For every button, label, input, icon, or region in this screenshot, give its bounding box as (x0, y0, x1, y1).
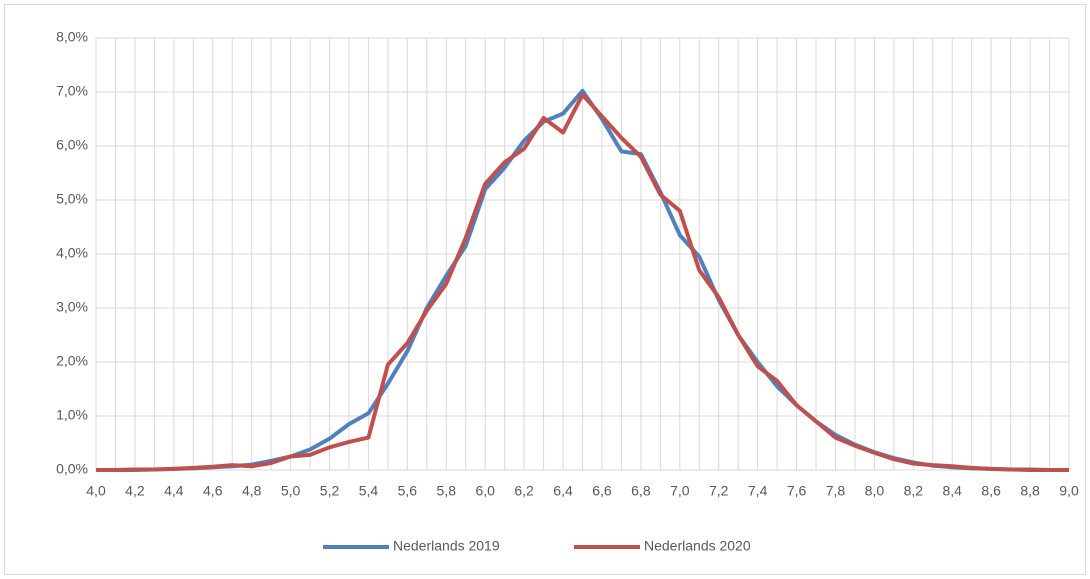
x-tick-label: 5,8 (437, 483, 457, 499)
x-tick-label: 8,4 (943, 483, 963, 499)
x-tick-label: 7,2 (709, 483, 729, 499)
x-tick-label: 6,0 (475, 483, 495, 499)
x-tick-label: 5,4 (359, 483, 379, 499)
y-tick-label: 8,0% (56, 29, 88, 45)
x-tick-label: 4,2 (125, 483, 145, 499)
x-tick-label: 4,4 (164, 483, 184, 499)
y-tick-label: 6,0% (56, 137, 88, 153)
x-tick-label: 5,6 (398, 483, 418, 499)
y-tick-label: 4,0% (56, 245, 88, 261)
x-tick-label: 8,8 (1020, 483, 1040, 499)
x-tick-label: 6,4 (553, 483, 573, 499)
x-tick-label: 8,2 (904, 483, 924, 499)
x-tick-label: 4,0 (86, 483, 106, 499)
x-tick-label: 7,6 (787, 483, 807, 499)
x-tick-label: 5,2 (320, 483, 340, 499)
x-tick-label: 6,8 (631, 483, 651, 499)
x-tick-label: 9,0 (1059, 483, 1079, 499)
y-tick-label: 2,0% (56, 353, 88, 369)
x-tick-label: 8,6 (981, 483, 1001, 499)
legend-label: Nederlands 2019 (393, 538, 500, 554)
x-tick-label: 4,6 (203, 483, 223, 499)
y-tick-label: 0,0% (56, 461, 88, 477)
x-tick-label: 7,8 (826, 483, 846, 499)
x-tick-label: 6,6 (592, 483, 612, 499)
x-tick-label: 7,0 (670, 483, 690, 499)
y-tick-label: 3,0% (56, 299, 88, 315)
x-tick-label: 7,4 (748, 483, 768, 499)
y-tick-label: 7,0% (56, 83, 88, 99)
x-tick-label: 8,0 (865, 483, 885, 499)
chart-border (4, 4, 1086, 575)
legend-label: Nederlands 2020 (644, 538, 751, 554)
y-tick-label: 5,0% (56, 191, 88, 207)
x-tick-label: 4,8 (242, 483, 262, 499)
y-tick-label: 1,0% (56, 407, 88, 423)
x-tick-label: 5,0 (281, 483, 301, 499)
x-tick-label: 6,2 (514, 483, 534, 499)
series-line (96, 92, 1069, 472)
